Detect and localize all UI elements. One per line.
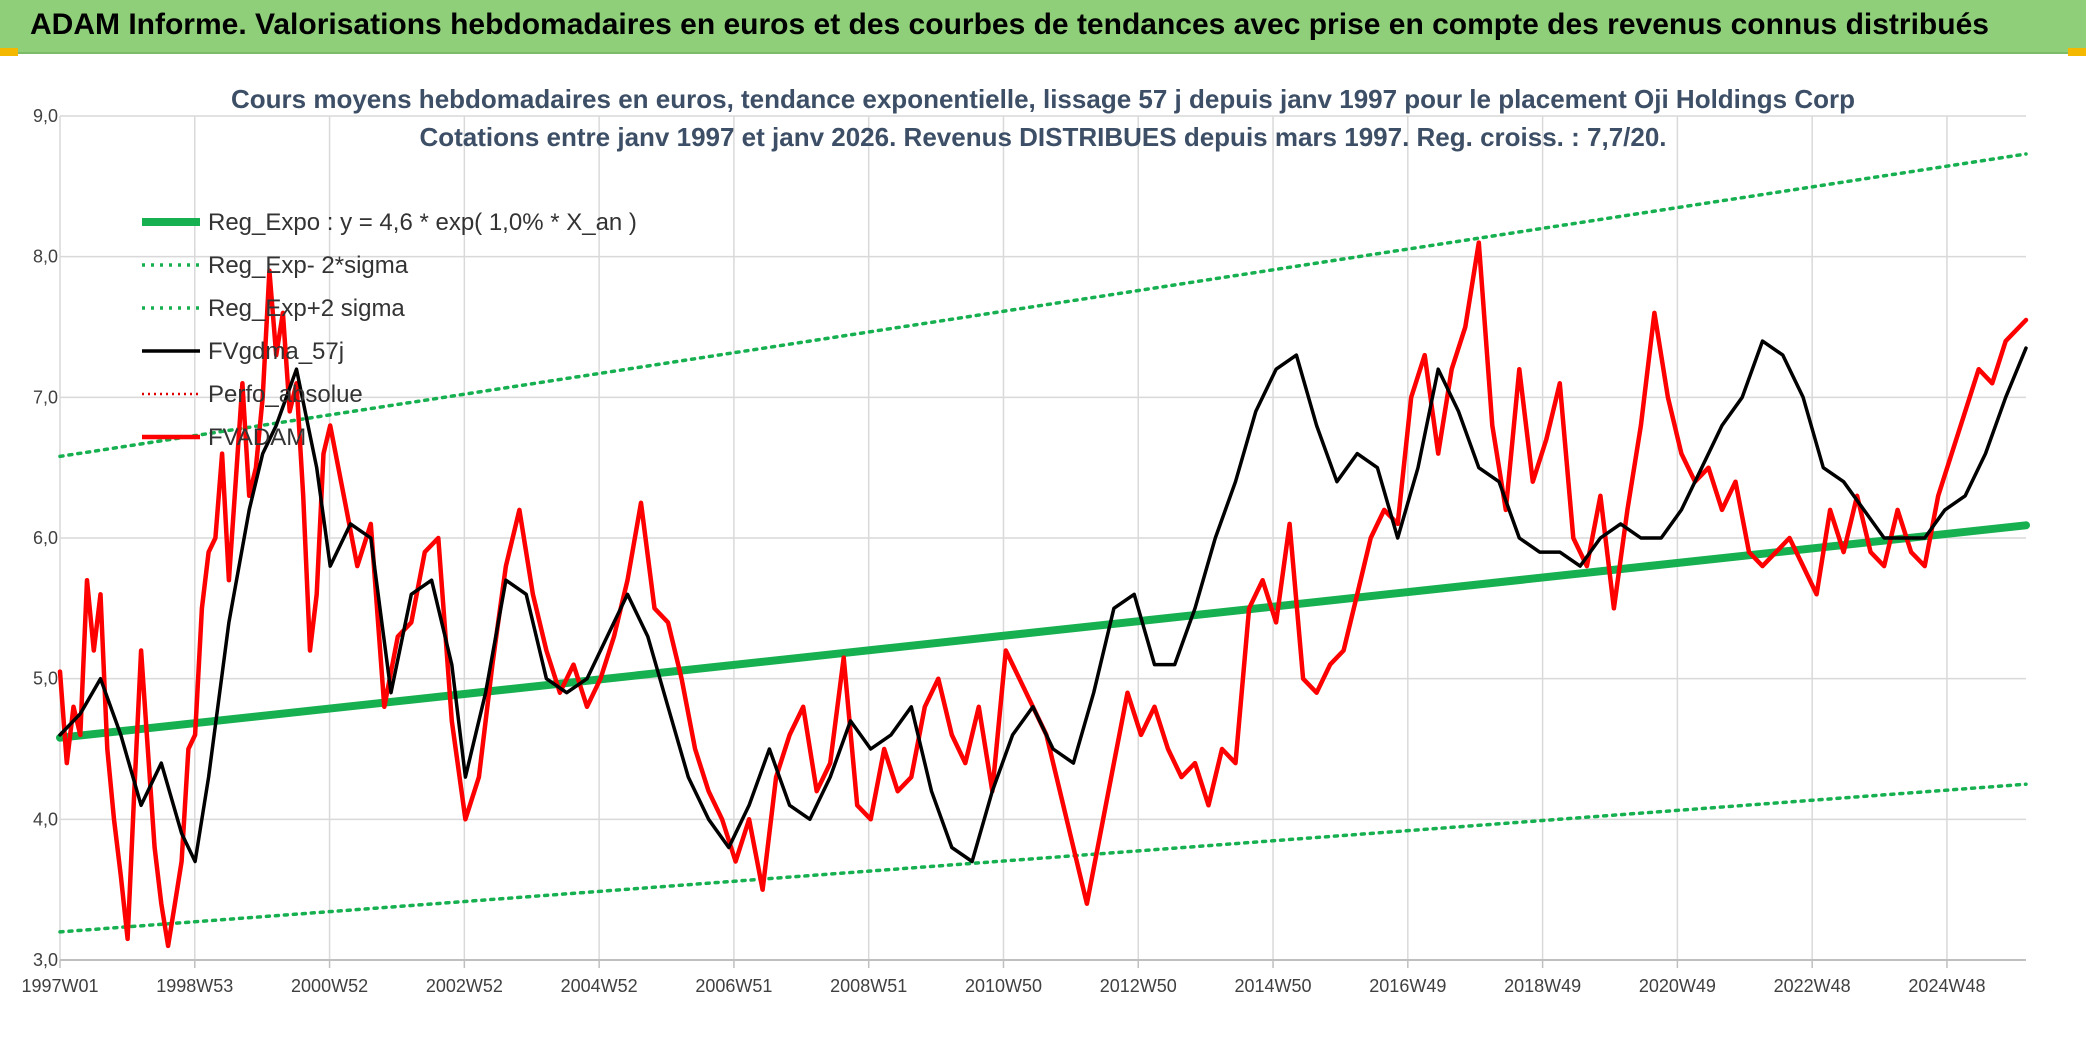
legend-entry: Perfo_absolue [208, 381, 363, 408]
y-tick-label: 7,0 [33, 387, 58, 407]
legend-entry: FVgdma_57j [208, 338, 344, 365]
x-tick-label: 2018W49 [1504, 976, 1581, 996]
x-tick-label: 2020W49 [1639, 976, 1716, 996]
x-tick-label: 2016W49 [1369, 976, 1446, 996]
x-tick-label: 2010W50 [965, 976, 1042, 996]
legend-entry: Reg_Exp+2 sigma [208, 295, 405, 322]
x-tick-label: 2008W51 [830, 976, 907, 996]
x-axis-ticks: 1997W01 1998W53 2000W52 2002W52 2004W52 2006W… [21, 976, 1985, 996]
x-tick-label: 2022W48 [1774, 976, 1851, 996]
chart-title: Cours moyens hebdomadaires en euros, ten… [231, 84, 1855, 114]
y-tick-label: 5,0 [33, 669, 58, 689]
x-tick-label: 2012W50 [1100, 976, 1177, 996]
x-tick-label: 2006W51 [695, 976, 772, 996]
x-tick-label: 2000W52 [291, 976, 368, 996]
x-tick-label: 1997W01 [21, 976, 98, 996]
chart: 1997W01 1998W53 2000W52 2002W52 2004W52 2006W… [21, 84, 2030, 996]
legend-entry: Reg_Exp- 2*sigma [208, 252, 409, 279]
reg-minus-2sigma-line [58, 782, 2028, 934]
series-layer [56, 152, 2030, 949]
fvadam-line [57, 240, 2029, 949]
y-tick-label: 3,0 [33, 950, 58, 970]
corner-accent-right [2068, 48, 2086, 56]
x-tick-label: 1998W53 [156, 976, 233, 996]
x-tick-label: 2014W50 [1235, 976, 1312, 996]
y-tick-label: 9,0 [33, 106, 58, 126]
y-axis-ticks: 3,0 4,0 5,0 6,0 7,0 8,0 9,0 [33, 106, 58, 970]
corner-accent-left [0, 48, 18, 56]
reg-expo-line [56, 521, 2030, 742]
legend-entry: FVADAM [208, 424, 306, 451]
banner-title: ADAM Informe. Valorisations hebdomadaire… [30, 8, 1989, 41]
legend-entry: Reg_Expo : y = 4,6 * exp( 1,0% * X_an ) [208, 209, 637, 236]
y-tick-label: 6,0 [33, 528, 58, 548]
x-tick-label: 2004W52 [561, 976, 638, 996]
y-tick-label: 8,0 [33, 247, 58, 267]
x-tick-label: 2024W48 [1908, 976, 1985, 996]
legend: Reg_Expo : y = 4,6 * exp( 1,0% * X_an ) R… [142, 209, 637, 451]
x-tick-label: 2002W52 [426, 976, 503, 996]
chart-subtitle: Cotations entre janv 1997 et janv 2026. … [419, 122, 1666, 152]
fvgdma-line [58, 339, 2028, 864]
report-banner: ADAM Informe. Valorisations hebdomadaire… [0, 0, 2086, 54]
reg-plus-2sigma-line [58, 152, 2028, 459]
y-tick-label: 4,0 [33, 809, 58, 829]
